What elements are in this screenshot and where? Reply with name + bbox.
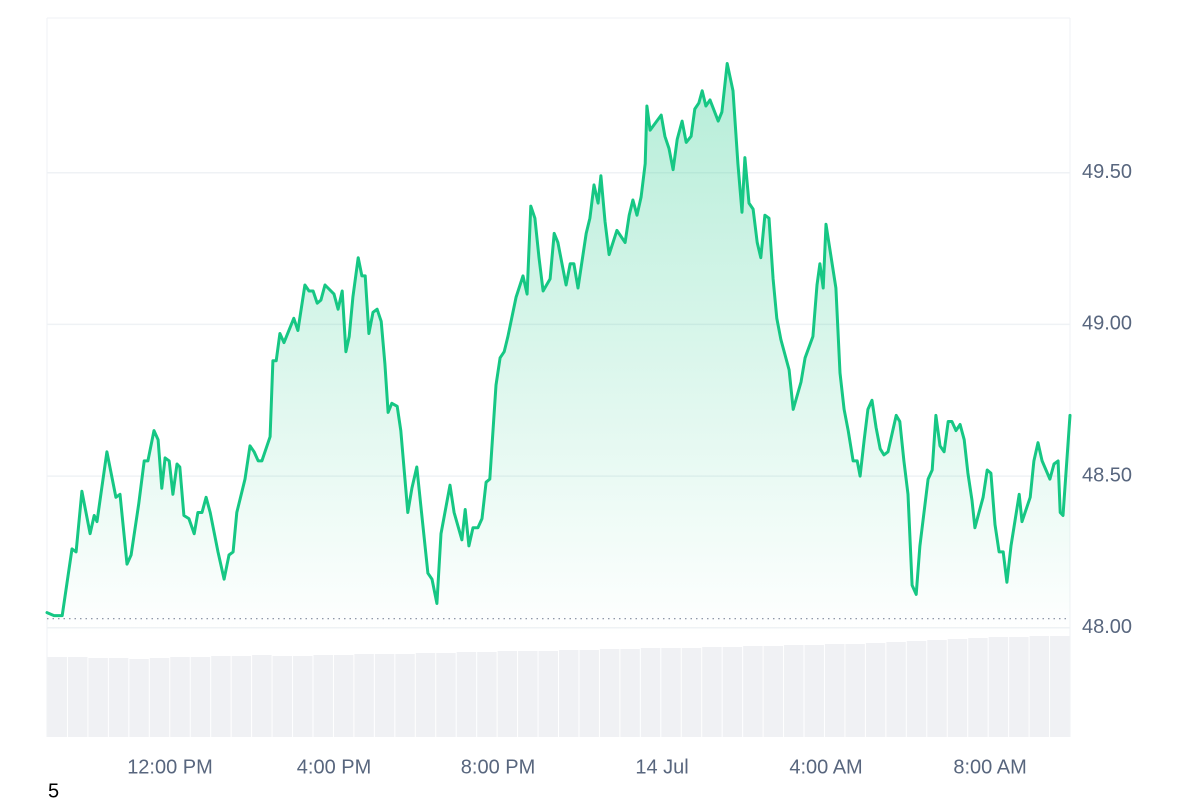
volume-bar bbox=[702, 647, 722, 737]
volume-bar bbox=[845, 644, 865, 737]
volume-bar bbox=[947, 639, 968, 737]
volume-bar bbox=[190, 657, 211, 737]
volume-bar bbox=[784, 645, 804, 737]
volume-bar bbox=[1050, 636, 1070, 737]
volume-bar bbox=[988, 637, 1009, 737]
volume-bar bbox=[374, 654, 395, 737]
volume-bar bbox=[1009, 637, 1029, 737]
volume-bar bbox=[415, 653, 436, 737]
volume-layer bbox=[47, 636, 1070, 737]
volume-bar bbox=[763, 646, 784, 737]
volume-bar bbox=[272, 656, 293, 737]
price-line bbox=[45, 62, 1072, 618]
volume-bar bbox=[354, 654, 374, 737]
volume-bar bbox=[129, 659, 149, 737]
volume-bar bbox=[804, 645, 824, 737]
volume-bar bbox=[538, 651, 558, 737]
volume-bar bbox=[865, 643, 886, 737]
volume-bar bbox=[518, 651, 538, 737]
volume-bar bbox=[722, 647, 743, 737]
volume-bar bbox=[293, 656, 313, 737]
volume-bar bbox=[1029, 636, 1050, 737]
volume-bar bbox=[170, 657, 190, 737]
grid-layer: 48.00 48.50 49.00 49.50 12:00 PM 4:00 PM 8:00 … bbox=[47, 161, 1132, 778]
x-tick-label: 14 Jul bbox=[635, 756, 688, 778]
volume-bar bbox=[681, 648, 702, 737]
volume-bar bbox=[456, 652, 477, 737]
volume-bar bbox=[67, 657, 88, 737]
volume-bar bbox=[333, 655, 354, 737]
volume-bar bbox=[743, 646, 763, 737]
x-tick-label: 4:00 AM bbox=[789, 756, 862, 778]
y-tick-label: 48.00 bbox=[1082, 616, 1132, 638]
x-tick-label: 8:00 AM bbox=[953, 756, 1026, 778]
y-tick-label: 49.50 bbox=[1082, 161, 1132, 183]
volume-bar bbox=[579, 650, 599, 737]
volume-bar bbox=[824, 644, 845, 737]
volume-bar bbox=[313, 655, 333, 737]
volume-bar bbox=[395, 654, 415, 737]
x-tick-label: 12:00 PM bbox=[127, 756, 213, 778]
x-tick-label: 8:00 PM bbox=[461, 756, 535, 778]
volume-bar bbox=[252, 655, 272, 737]
volume-bar bbox=[149, 658, 170, 737]
volume-bar bbox=[477, 652, 497, 737]
area-fill bbox=[47, 63, 1070, 637]
volume-bar bbox=[231, 656, 252, 737]
volume-bar bbox=[927, 640, 947, 737]
volume-bar bbox=[968, 638, 988, 737]
volume-bar bbox=[559, 650, 579, 737]
volume-bar bbox=[661, 648, 681, 737]
plot-layer bbox=[45, 62, 1072, 637]
volume-bar bbox=[88, 658, 108, 737]
volume-bar bbox=[906, 641, 927, 737]
volume-bar bbox=[47, 657, 67, 737]
footnote: 5 bbox=[48, 780, 59, 800]
volume-bar bbox=[886, 642, 906, 737]
volume-bar bbox=[108, 658, 129, 737]
y-tick-label: 48.50 bbox=[1082, 464, 1132, 486]
volume-bar bbox=[599, 649, 620, 737]
y-tick-label: 49.00 bbox=[1082, 313, 1132, 335]
x-tick-label: 4:00 PM bbox=[297, 756, 371, 778]
volume-bar bbox=[436, 653, 456, 737]
volume-bar bbox=[211, 656, 231, 737]
volume-bar bbox=[497, 651, 518, 737]
volume-bar bbox=[640, 648, 661, 737]
volume-bar bbox=[620, 649, 640, 737]
